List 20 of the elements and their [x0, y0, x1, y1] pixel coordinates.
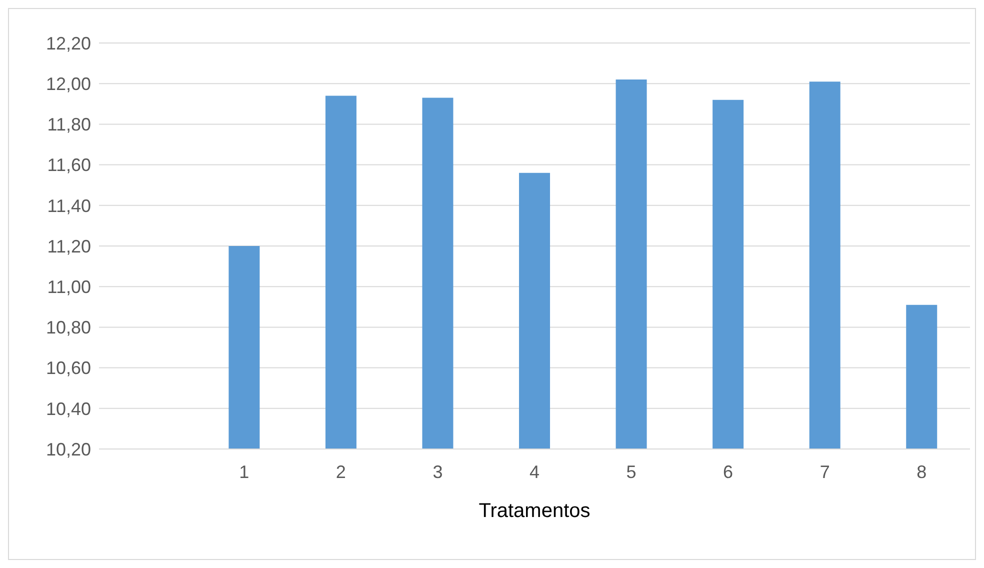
- y-tick-label: 11,80: [47, 114, 91, 135]
- x-tick-label: 6: [723, 462, 734, 482]
- x-axis-title: Tratamentos: [478, 500, 590, 522]
- y-tick-label: 12,00: [46, 74, 91, 94]
- x-tick-label: 7: [820, 462, 830, 482]
- x-tick-label: 3: [432, 462, 443, 482]
- y-tick-label: 10,20: [46, 439, 91, 460]
- x-tick-label: 2: [336, 462, 346, 482]
- y-tick-label: 10,40: [46, 398, 91, 419]
- x-tick-label: 4: [529, 462, 540, 482]
- x-tick-label: 1: [239, 462, 250, 482]
- y-tick-label: 11,40: [47, 196, 91, 216]
- y-tick-label: 12,20: [46, 33, 91, 54]
- y-tick-label: 10,60: [46, 358, 91, 378]
- y-tick-label: 11,60: [47, 155, 91, 176]
- x-tick-label: 5: [626, 462, 636, 482]
- y-tick-label: 11,00: [47, 276, 91, 297]
- y-tick-label: 11,20: [47, 236, 91, 256]
- x-tick-label: 8: [916, 462, 927, 482]
- y-tick-label: 10,80: [46, 318, 91, 338]
